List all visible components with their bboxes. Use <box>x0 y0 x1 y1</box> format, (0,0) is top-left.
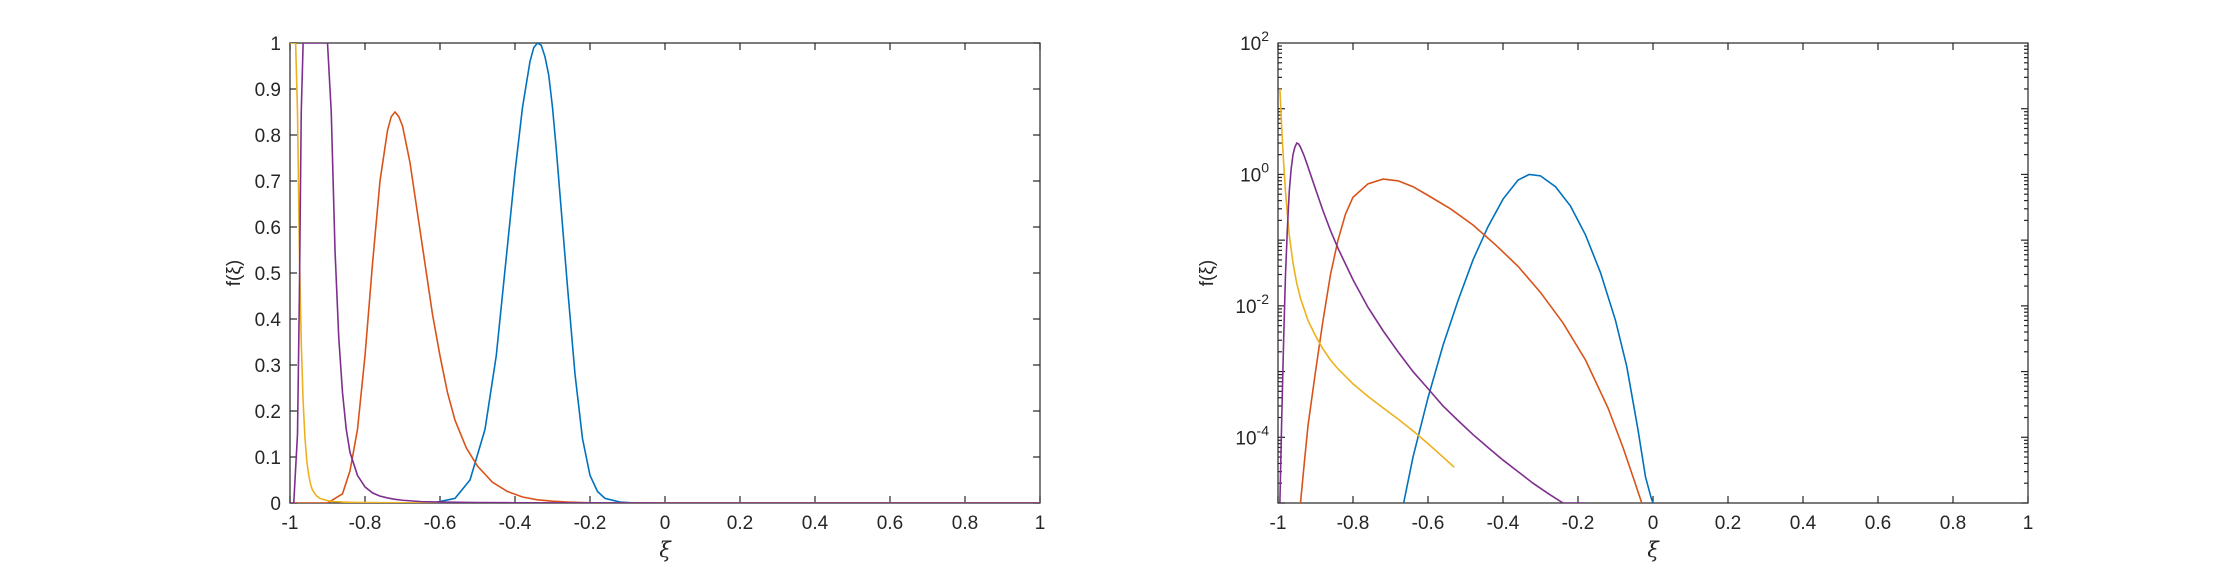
x-tick-label: -0.2 <box>1562 513 1595 534</box>
left-plot-frame <box>289 42 1041 504</box>
x-tick-label: -0.2 <box>574 513 607 534</box>
x-tick-label: 1 <box>2023 513 2034 534</box>
y-tick-label: 0.5 <box>255 264 281 285</box>
left-y-tick-labels: 0 0.1 0.2 0.3 0.4 0.5 0.6 0.7 0.8 0.9 1 <box>255 34 282 515</box>
left-x-axis-label: ξ <box>659 538 672 562</box>
series-line-1 <box>432 43 1040 503</box>
x-tick-label: -0.6 <box>424 513 457 534</box>
x-tick-label: -0.4 <box>1487 513 1520 534</box>
series-line-4 <box>290 43 1040 503</box>
x-tick-label: 0.8 <box>952 513 978 534</box>
series-line-2 <box>293 110 1040 503</box>
left-x-tick-labels: -1 -0.8 -0.6 -0.4 -0.2 0 0.2 0.4 0.6 0.8 1 <box>282 513 1046 534</box>
x-tick-label: -0.8 <box>1337 513 1370 534</box>
y-tick-label: 0.9 <box>255 80 281 101</box>
left-series <box>290 43 1040 503</box>
x-tick-label: -0.4 <box>499 513 532 534</box>
y-tick-label: 0.4 <box>255 310 282 331</box>
y-tick-label: 10-2 <box>1235 291 1269 318</box>
right-y-axis-label: f(ξ) <box>1197 260 1218 286</box>
x-tick-label: -1 <box>282 513 299 534</box>
x-tick-label: 0 <box>660 513 671 534</box>
series-line-2 <box>1299 178 1643 503</box>
left-tick-marks <box>289 42 1041 504</box>
right-plot: -1 -0.8 -0.6 -0.4 -0.2 0 0.2 0.4 0.6 0.8 1 1021001… <box>1197 28 2033 562</box>
y-tick-label: 0.7 <box>255 172 281 193</box>
right-tick-marks <box>1277 43 2029 504</box>
x-tick-label: 0.4 <box>1790 513 1817 534</box>
right-series <box>1279 88 1654 503</box>
x-tick-label: 0.6 <box>877 513 903 534</box>
y-tick-label: 0.6 <box>255 218 281 239</box>
x-tick-label: 0.2 <box>1715 513 1741 534</box>
y-tick-label: 100 <box>1240 159 1269 186</box>
x-tick-label: 0 <box>1648 513 1659 534</box>
y-tick-label: 0.1 <box>255 448 281 469</box>
y-tick-label: 10-4 <box>1235 422 1269 449</box>
series-line-1 <box>1402 173 1654 503</box>
y-tick-label: 0.8 <box>255 126 281 147</box>
right-x-axis-label: ξ <box>1647 538 1660 562</box>
left-plot: -1 -0.8 -0.6 -0.4 -0.2 0 0.2 0.4 0.6 0.8 1 0 0.1 0.2… <box>224 34 1045 562</box>
y-tick-label: 0.2 <box>255 402 281 423</box>
left-y-axis-label: f(ξ) <box>224 260 245 286</box>
right-x-tick-labels: -1 -0.8 -0.6 -0.4 -0.2 0 0.2 0.4 0.6 0.8 1 <box>1270 513 2034 534</box>
x-tick-label: -0.6 <box>1412 513 1445 534</box>
x-tick-label: 0.6 <box>1865 513 1891 534</box>
right-y-tick-labels: 102 100 10-2 10-4 <box>1235 28 1269 449</box>
series-line-4 <box>1279 141 1586 503</box>
x-tick-label: 0.4 <box>802 513 829 534</box>
y-tick-label: 0 <box>270 494 281 515</box>
x-tick-label: -1 <box>1270 513 1287 534</box>
series-line-3 <box>1279 88 1455 468</box>
x-tick-label: -0.8 <box>349 513 382 534</box>
y-tick-label: 0.3 <box>255 356 281 377</box>
x-tick-label: 1 <box>1035 513 1046 534</box>
right-plot-frame <box>1277 42 2029 504</box>
x-tick-label: 0.8 <box>1940 513 1966 534</box>
y-tick-label: 102 <box>1240 28 1269 55</box>
y-tick-label: 1 <box>270 34 281 55</box>
x-tick-label: 0.2 <box>727 513 753 534</box>
series-line-3 <box>290 43 1040 503</box>
